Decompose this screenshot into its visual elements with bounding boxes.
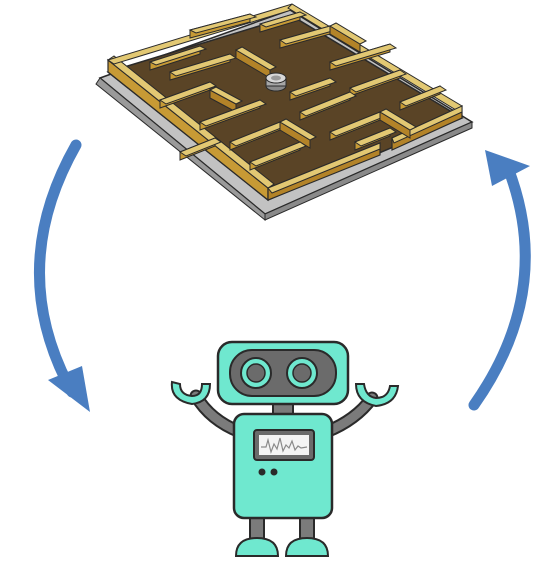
robot-button-2	[270, 468, 278, 476]
robot-right-foot	[284, 536, 330, 557]
arrow-robot-to-maze	[468, 150, 531, 411]
maze-base-edge-right	[264, 121, 473, 221]
robot-icon	[170, 340, 400, 557]
maze-outer-wall-right-top	[267, 142, 381, 194]
robot-button-1	[258, 468, 266, 476]
maze-inner-walls	[148, 11, 448, 171]
maze-goal-icon	[265, 72, 287, 92]
maze-icon	[95, 3, 474, 222]
robot-left-foot	[234, 536, 280, 557]
robot-left-hand	[170, 380, 212, 406]
arrow-maze-to-robot	[34, 139, 90, 412]
robot-waveform-icon	[261, 437, 308, 455]
robot-right-hand	[354, 383, 400, 408]
